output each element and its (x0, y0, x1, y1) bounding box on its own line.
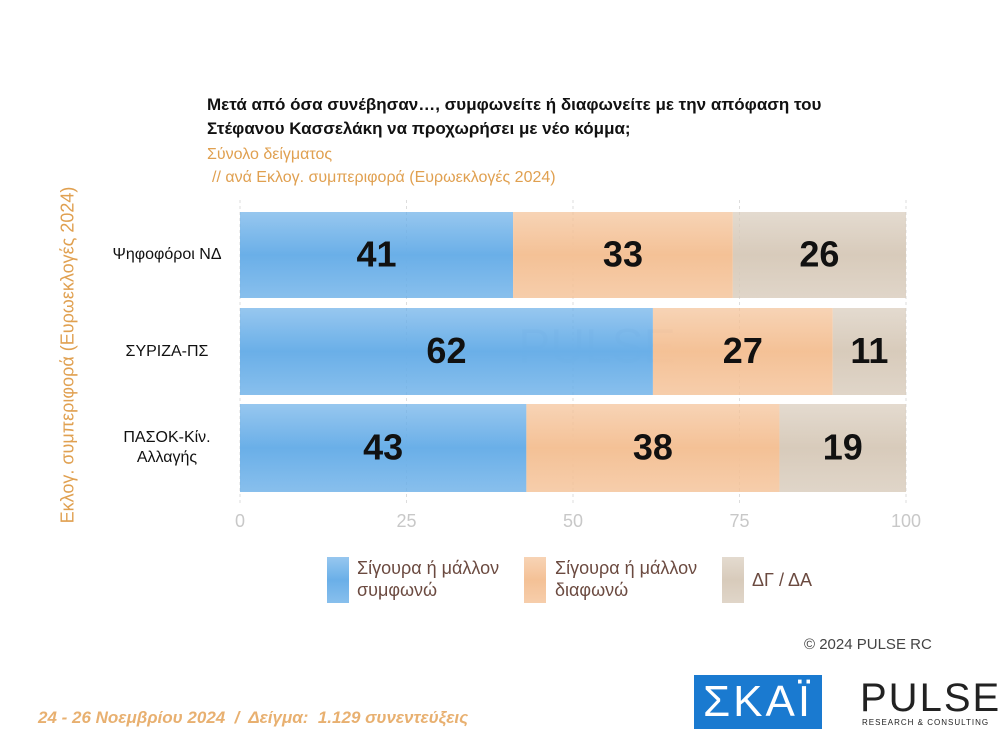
bar-segment (526, 404, 780, 492)
data-label: 27 (723, 330, 763, 371)
data-label: 19 (823, 427, 863, 468)
bar-segment (779, 404, 906, 492)
data-label: 62 (426, 330, 466, 371)
x-tick-label: 0 (235, 511, 245, 531)
category-label: Ψηφοφόροι ΝΔ (112, 246, 222, 263)
legend-label: Σίγουρα ή μάλλον συμφωνώ (357, 558, 500, 600)
category-label: ΣΥΡΙΖΑ-ΠΣ (125, 342, 209, 360)
data-label: 26 (799, 234, 839, 275)
legend-label: ΔΓ / ΔΑ (752, 570, 812, 590)
subtitle: // ανά Εκλογ. συμπεριφορά (Ευρωεκλογές 2… (212, 169, 556, 186)
data-label: 43 (363, 427, 403, 468)
subtitle: Σύνολο δείγματος (207, 146, 333, 163)
copyright: © 2024 PULSE RC (804, 636, 932, 653)
bar-segment (240, 404, 527, 492)
data-label: 41 (357, 234, 397, 275)
data-label: 38 (633, 427, 673, 468)
bar-segment (240, 308, 653, 395)
legend-swatch (327, 557, 349, 603)
bar-segment (732, 212, 906, 298)
data-label: 11 (850, 330, 888, 371)
x-tick-label: 75 (729, 511, 749, 531)
legend-swatch (524, 557, 546, 603)
legend-label: Σίγουρα ή μάλλον διαφωνώ (555, 558, 698, 600)
x-tick-label: 100 (891, 511, 921, 531)
y-axis-label: Εκλογ. συμπεριφορά (Ευρωεκλογές 2024) (57, 186, 78, 524)
bar-segment (832, 308, 906, 395)
bar-segment (240, 212, 514, 298)
legend-swatch (722, 557, 744, 603)
data-label: 33 (603, 234, 643, 275)
category-label: ΠΑΣΟΚ-Κίν. Αλλαγής (123, 429, 211, 466)
x-tick-label: 25 (396, 511, 416, 531)
bar-segment (513, 212, 733, 298)
skai-logo: ΣΚΑΪ (694, 675, 822, 729)
title: Μετά από όσα συνέβησαν…, συμφωνείτε ή δι… (207, 95, 822, 138)
fieldwork: 24 - 26 Νοεμβρίου 2024 / Δείγμα: 1.129 σ… (38, 708, 469, 727)
pulse-tagline: RESEARCH & CONSULTING (862, 718, 990, 727)
bar-segment (652, 308, 833, 395)
pulse-logo: PULSE (860, 676, 1000, 720)
x-tick-label: 50 (563, 511, 583, 531)
